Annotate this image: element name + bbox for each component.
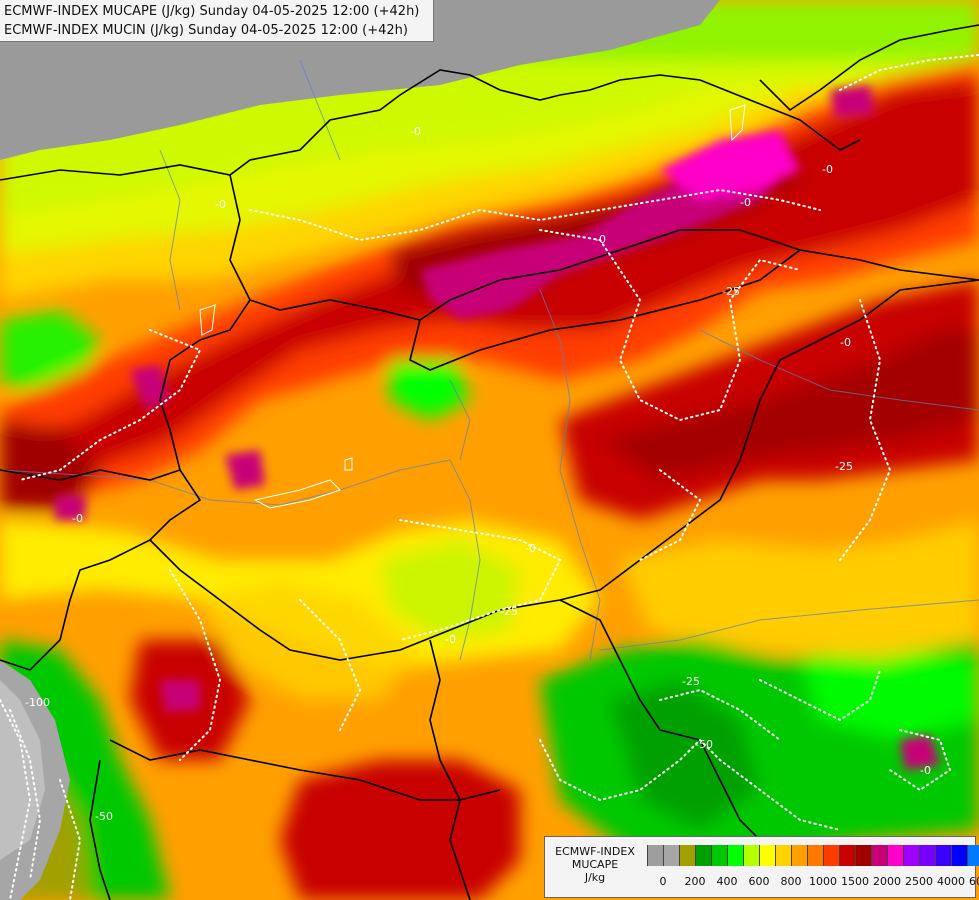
country-borders (0, 24, 979, 900)
legend-tick-label: 400 (716, 875, 738, 888)
legend-swatch (647, 845, 664, 866)
map-title-box: ECMWF-INDEX MUCAPE (J/kg) Sunday 04-05-2… (0, 0, 434, 42)
legend-swatch (936, 845, 952, 866)
contour-label: -0 (445, 633, 456, 646)
legend-swatch (680, 845, 696, 866)
title-mucin: ECMWF-INDEX MUCIN (J/kg) Sunday 04-05-20… (4, 23, 408, 38)
legend-tick-label: 1500 (841, 875, 869, 888)
contour-label: -50 (695, 738, 713, 751)
legend-ticks: 0 200 400 600 800 1000 1500 2000 2500 4000 6000 (645, 875, 979, 889)
contour-label: -0 (595, 233, 606, 246)
contour-label: -0 (840, 336, 851, 349)
contour-label: -0 (920, 764, 931, 777)
legend-swatch (872, 845, 888, 866)
contour-label: -50 (95, 810, 113, 823)
legend-swatch (888, 845, 904, 866)
contour-label: -100 (25, 696, 50, 709)
legend-tick-label: 200 (684, 875, 706, 888)
legend-swatch (808, 845, 824, 866)
legend-tick-label: 600 (748, 875, 770, 888)
legend-tick-label: 6000 (969, 875, 979, 888)
legend-tick-label: 0 (659, 875, 667, 888)
contour-label: -0 (72, 512, 83, 525)
legend-tick-label: 1000 (809, 875, 837, 888)
legend-swatches (647, 845, 979, 866)
rivers (0, 59, 979, 661)
legend-swatch (696, 845, 712, 866)
legend-swatch (792, 845, 808, 866)
contour-label: -25 (722, 285, 740, 298)
lakes (199, 104, 746, 509)
contour-label: -25 (682, 675, 700, 688)
legend-swatch (824, 845, 840, 866)
legend-swatch (744, 845, 760, 866)
legend-name-line1: ECMWF-INDEX (555, 845, 635, 858)
legend-swatch (728, 845, 744, 866)
legend-swatch (968, 845, 979, 866)
contour-label: -0 (215, 198, 226, 211)
legend-swatch (664, 845, 680, 866)
legend-tick-label: 2000 (873, 875, 901, 888)
legend-swatch (904, 845, 920, 866)
legend-swatch (952, 845, 968, 866)
color-legend: ECMWF-INDEX MUCAPE J/kg 0 200 400 600 800 100… (544, 836, 979, 898)
contour-label: -0 (525, 542, 536, 555)
contour-label: -25 (835, 460, 853, 473)
title-mucape: ECMWF-INDEX MUCAPE (J/kg) Sunday 04-05-2… (4, 4, 420, 19)
contour-labels: -0 -0 -0 -0 -0 -0 -0 -0 -0 -0 -25 -25 -2… (25, 125, 931, 823)
legend-swatch (712, 845, 728, 866)
mucin-contours (0, 54, 979, 900)
legend-swatch (776, 845, 792, 866)
legend-swatch (760, 845, 776, 866)
legend-swatch (920, 845, 936, 866)
legend-tick-label: 2500 (905, 875, 933, 888)
legend-tick-label: 4000 (937, 875, 965, 888)
legend-title: ECMWF-INDEX MUCAPE J/kg (549, 845, 641, 884)
legend-name-line2: MUCAPE (571, 858, 619, 871)
legend-unit: J/kg (584, 871, 606, 884)
contour-label: -0 (822, 163, 833, 176)
legend-swatch (856, 845, 872, 866)
contour-label: -0 (740, 196, 751, 209)
contour-label: -0 (410, 125, 421, 138)
legend-swatch (840, 845, 856, 866)
legend-tick-label: 800 (780, 875, 802, 888)
contour-label: -25 (500, 605, 518, 618)
